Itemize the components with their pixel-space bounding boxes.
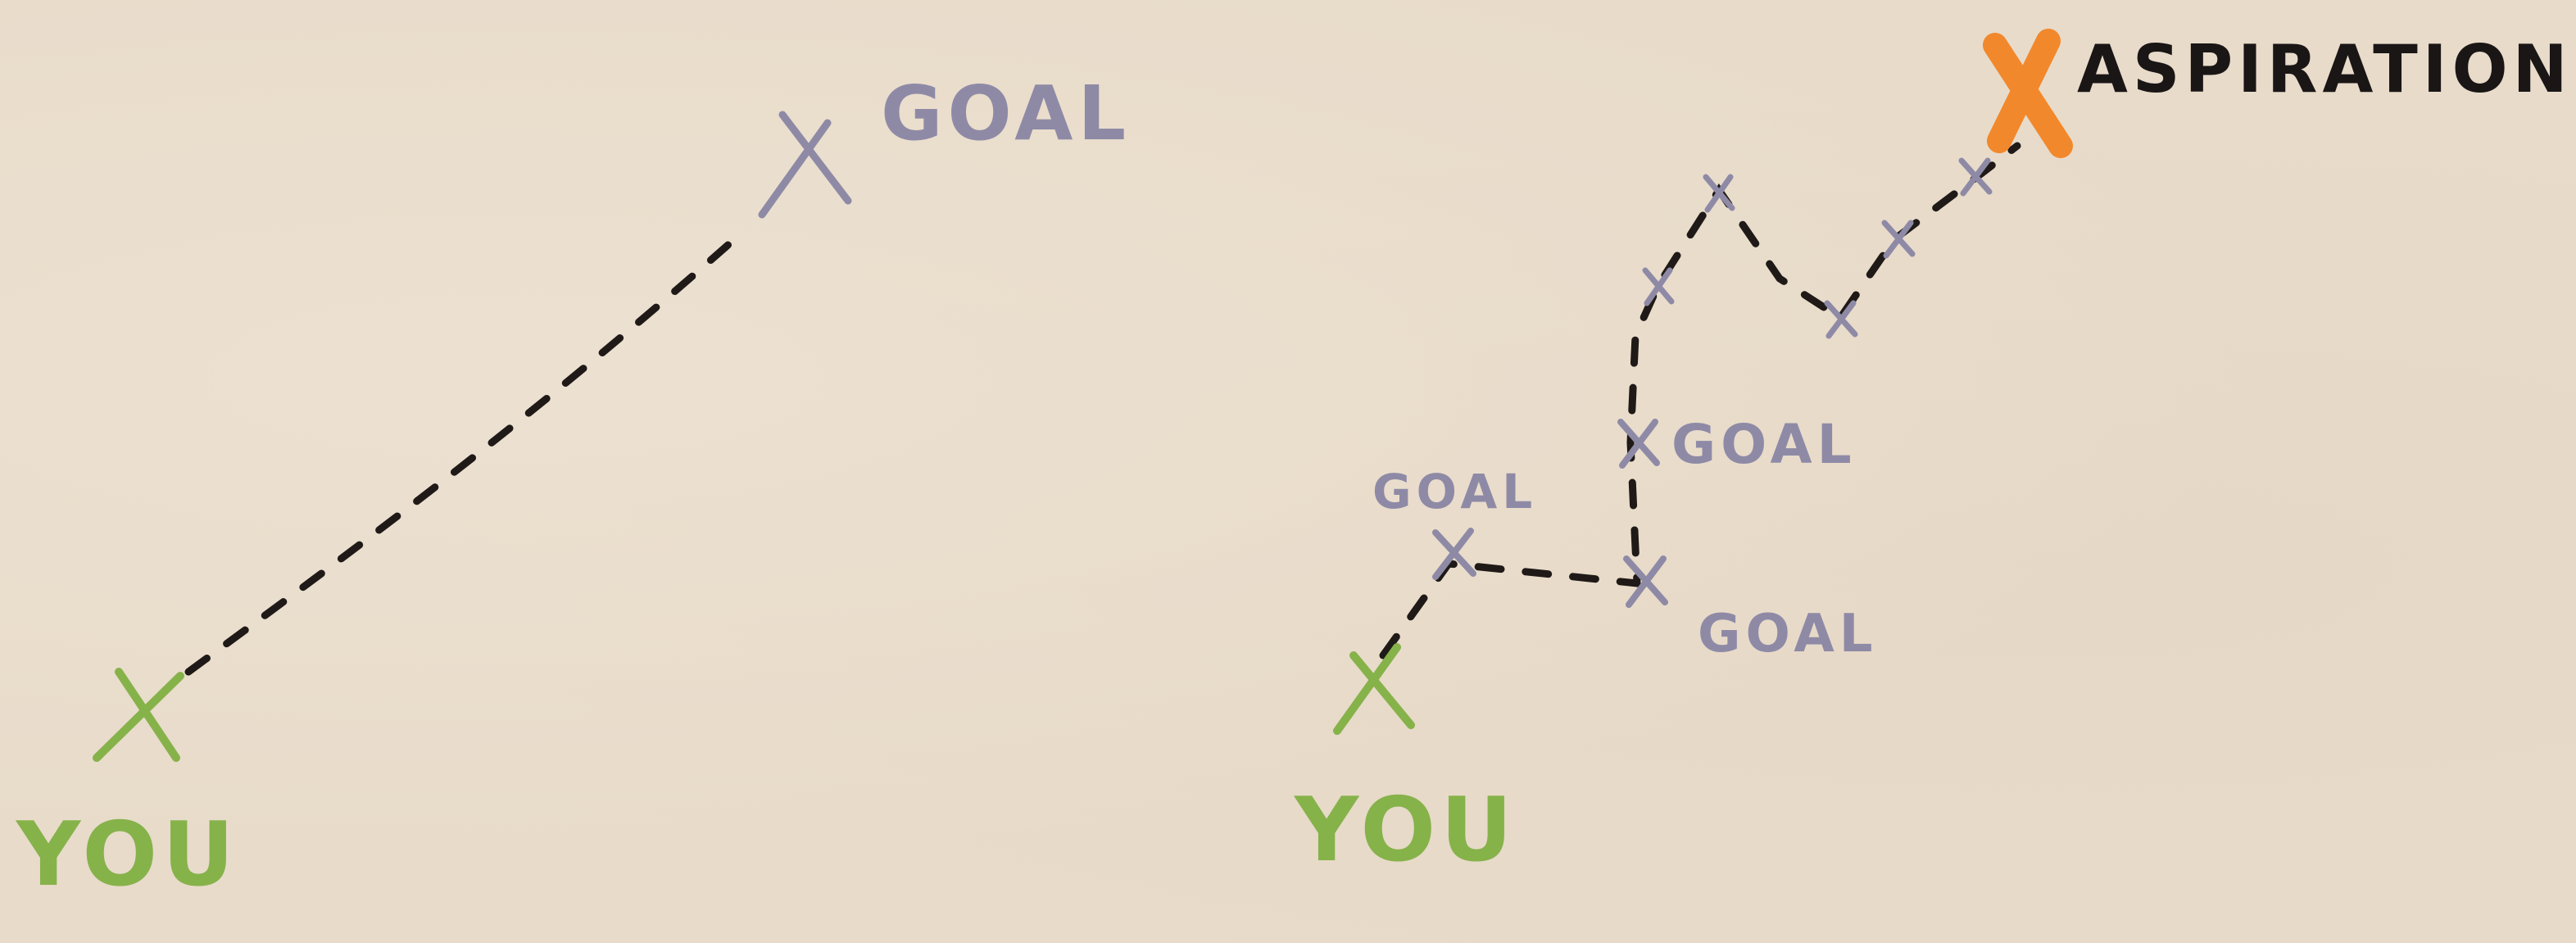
right-step-x-icon	[1881, 220, 1916, 259]
left-you-label: YOU	[15, 804, 239, 906]
left-start-x-icon	[93, 668, 184, 762]
right-panel: YOU GOAL GOAL GOAL	[1293, 29, 2573, 882]
right-goal-2-x-icon	[1623, 555, 1668, 608]
right-goal-3-label: GOAL	[1671, 413, 1857, 476]
right-winding-path	[1379, 142, 2021, 660]
left-direct-path	[184, 225, 750, 676]
left-panel: YOU GOAL	[15, 70, 1131, 906]
right-goal-1-x-icon	[1432, 528, 1476, 580]
right-you-label: YOU	[1293, 779, 1517, 882]
right-step-x-icon	[1642, 267, 1675, 306]
right-step-x-icon	[1824, 300, 1858, 339]
right-step-x-icon	[1703, 174, 1735, 213]
right-goal-1-label: GOAL	[1372, 464, 1537, 519]
aspiration-x-icon	[1983, 29, 2073, 158]
right-goal-3-x-icon	[1617, 419, 1660, 469]
left-goal-label: GOAL	[881, 70, 1131, 157]
aspiration-label: ASPIRATION	[2077, 31, 2573, 107]
right-step-x-icon	[1958, 157, 1993, 197]
right-start-x-icon	[1333, 643, 1415, 735]
right-goal-2-label: GOAL	[1698, 604, 1878, 664]
left-goal-x-icon	[758, 111, 852, 219]
